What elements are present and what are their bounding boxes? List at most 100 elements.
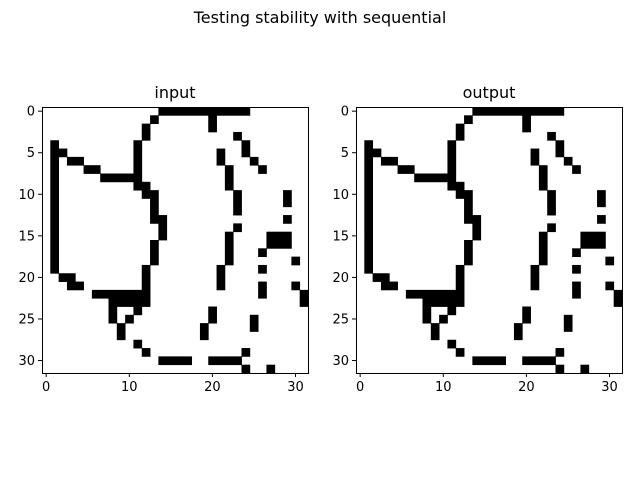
heatmap-cell-output-r0-c15 [480,107,490,116]
heatmap-cell-input-r15-c27 [266,231,276,241]
heatmap-cell-output-r22-c10 [439,289,448,299]
heatmap-cell-output-r10-c13 [464,190,473,199]
heatmap-cell-output-r31-c27 [580,364,590,374]
heatmap-cell-input-r17-c26 [258,248,267,258]
heatmap-cell-output-r27-c9 [430,331,440,341]
heatmap-cell-input-r21-c12 [141,281,151,291]
heatmap-cell-output-r21-c4 [389,281,398,291]
heatmap-cell-output-r25-c8 [422,314,432,324]
heatmap-cell-output-r10-c29 [597,190,606,199]
heatmap-cell-input-r30-c14 [158,356,168,366]
heatmap-cell-output-r4-c11 [447,140,457,149]
heatmap-cell-input-r23-c9 [116,298,126,307]
heatmap-cell-output-r25-c25 [563,314,573,324]
heatmap-cell-input-r6-c1 [50,156,60,166]
heatmap-cell-input-r5-c24 [241,148,251,158]
heatmap-cell-input-r5-c11 [133,148,143,158]
heatmap-cell-output-r5-c21 [530,148,540,158]
heatmap-cell-output-r30-c16 [489,356,498,366]
heatmap-cell-output-r8-c7 [414,173,423,183]
heatmap-cell-input-r1-c20 [208,115,217,125]
heatmap-cell-input-r29-c24 [241,348,251,357]
heatmap-cell-output-r0-c20 [522,107,531,116]
heatmap-cell-input-r22-c31 [299,289,309,299]
heatmap-cell-output-r28-c11 [447,339,457,349]
heatmap-cell-input-r12-c23 [233,206,242,216]
heatmap-cell-output-r9-c11 [447,181,457,191]
heatmap-cell-output-r13-c13 [464,215,473,224]
heatmap-cell-output-r0-c22 [538,107,548,116]
y-tick-label-input-0: 0 [27,105,35,120]
heatmap-cell-output-r30-c22 [538,356,548,366]
heatmap-cell-input-r7-c11 [133,165,143,174]
heatmap-cell-input-r25-c25 [249,314,259,324]
heatmap-cell-input-r26-c9 [116,323,126,332]
panel-title-output: output [463,83,516,102]
heatmap-cell-input-r10-c1 [50,190,60,199]
heatmap-cell-input-r30-c17 [183,356,193,366]
heatmap-cell-input-r22-c9 [116,289,126,299]
heatmap-cell-output-r22-c7 [414,289,423,299]
heatmap-cell-input-r21-c3 [66,281,76,291]
heatmap-cell-output-r9-c12 [455,181,465,191]
heatmap-cell-input-r0-c24 [241,107,251,116]
heatmap-cell-output-r20-c3 [380,273,390,282]
heatmap-cell-input-r9-c12 [141,181,151,191]
heatmap-cell-input-r11-c29 [283,198,292,208]
heatmap-cell-output-r21-c12 [455,281,465,291]
heatmap-cell-input-r18-c1 [50,256,60,266]
heatmap-cell-input-r19-c1 [50,264,60,274]
heatmap-cell-input-r25-c8 [108,314,118,324]
heatmap-cell-input-r0-c16 [175,107,184,116]
heatmap-cell-input-r19-c12 [141,264,151,274]
heatmap-cell-input-r17-c1 [50,248,60,258]
heatmap-cell-input-r25-c10 [125,314,134,324]
heatmap-cell-input-r21-c21 [216,281,226,291]
heatmap-cell-input-r8-c8 [108,173,118,183]
axis-ticks-output: 0 10 20 30 0 5 10 15 20 25 30 [332,105,617,395]
heatmap-cell-input-r20-c3 [66,273,76,282]
heatmap-cell-input-r6-c4 [75,156,84,166]
heatmap-cell-output-r21-c21 [530,281,540,291]
heatmap-cell-output-r0-c17 [497,107,507,116]
x-tick-label-input-0: 0 [42,380,50,395]
heatmap-cell-input-r28-c11 [133,339,143,349]
heatmap-cell-input-r22-c11 [133,289,143,299]
heatmap-cell-input-r10-c23 [233,190,242,199]
heatmap-cell-output-r14-c1 [364,223,374,233]
heatmap-cell-output-r16-c1 [364,240,374,249]
heatmap-cell-output-r24-c20 [522,306,531,316]
y-tick-label-output-30: 30 [332,354,349,369]
heatmap-cell-input-r5-c2 [58,148,68,158]
heatmap-cell-input-r22-c7 [100,289,109,299]
heatmap-cell-input-r30-c22 [224,356,234,366]
heatmap-cell-input-r3-c12 [141,131,151,141]
heatmap-cell-input-r12-c13 [150,206,159,216]
heatmap-cell-output-r11-c23 [547,198,556,208]
y-tick-label-output-5: 5 [341,146,349,161]
heatmap-cell-output-r9-c22 [538,181,548,191]
y-tick-label-output-10: 10 [332,188,349,203]
heatmap-cell-output-r19-c26 [572,264,581,274]
panel-title-input: input [154,83,195,102]
heatmap-cell-output-r13-c1 [364,215,374,224]
heatmap-cell-output-r22-c9 [430,289,440,299]
heatmap-cell-output-r3-c12 [455,131,465,141]
heatmap-cell-input-r3-c23 [233,131,242,141]
heatmap-cell-output-r0-c16 [489,107,498,116]
heatmap-cell-input-r11-c23 [233,198,242,208]
heatmap-cell-input-r10-c12 [141,190,151,199]
heatmap-cell-output-r6-c4 [389,156,398,166]
y-tick-label-input-25: 25 [18,312,35,327]
heatmap-cell-output-r17-c26 [572,248,581,258]
heatmap-cell-input-r8-c7 [100,173,109,183]
heatmap-cell-input-r0-c20 [208,107,217,116]
heatmap-cell-input-r10-c13 [150,190,159,199]
heatmap-cell-input-r13-c13 [150,215,159,224]
heatmap-cell-output-r0-c19 [513,107,523,116]
heatmap-cell-output-r6-c3 [380,156,390,166]
heatmap-cell-input-r23-c8 [108,298,118,307]
heatmap-cell-input-r13-c14 [158,215,168,224]
heatmap-cell-output-r20-c2 [372,273,382,282]
heatmap-cell-output-r22-c11 [447,289,457,299]
